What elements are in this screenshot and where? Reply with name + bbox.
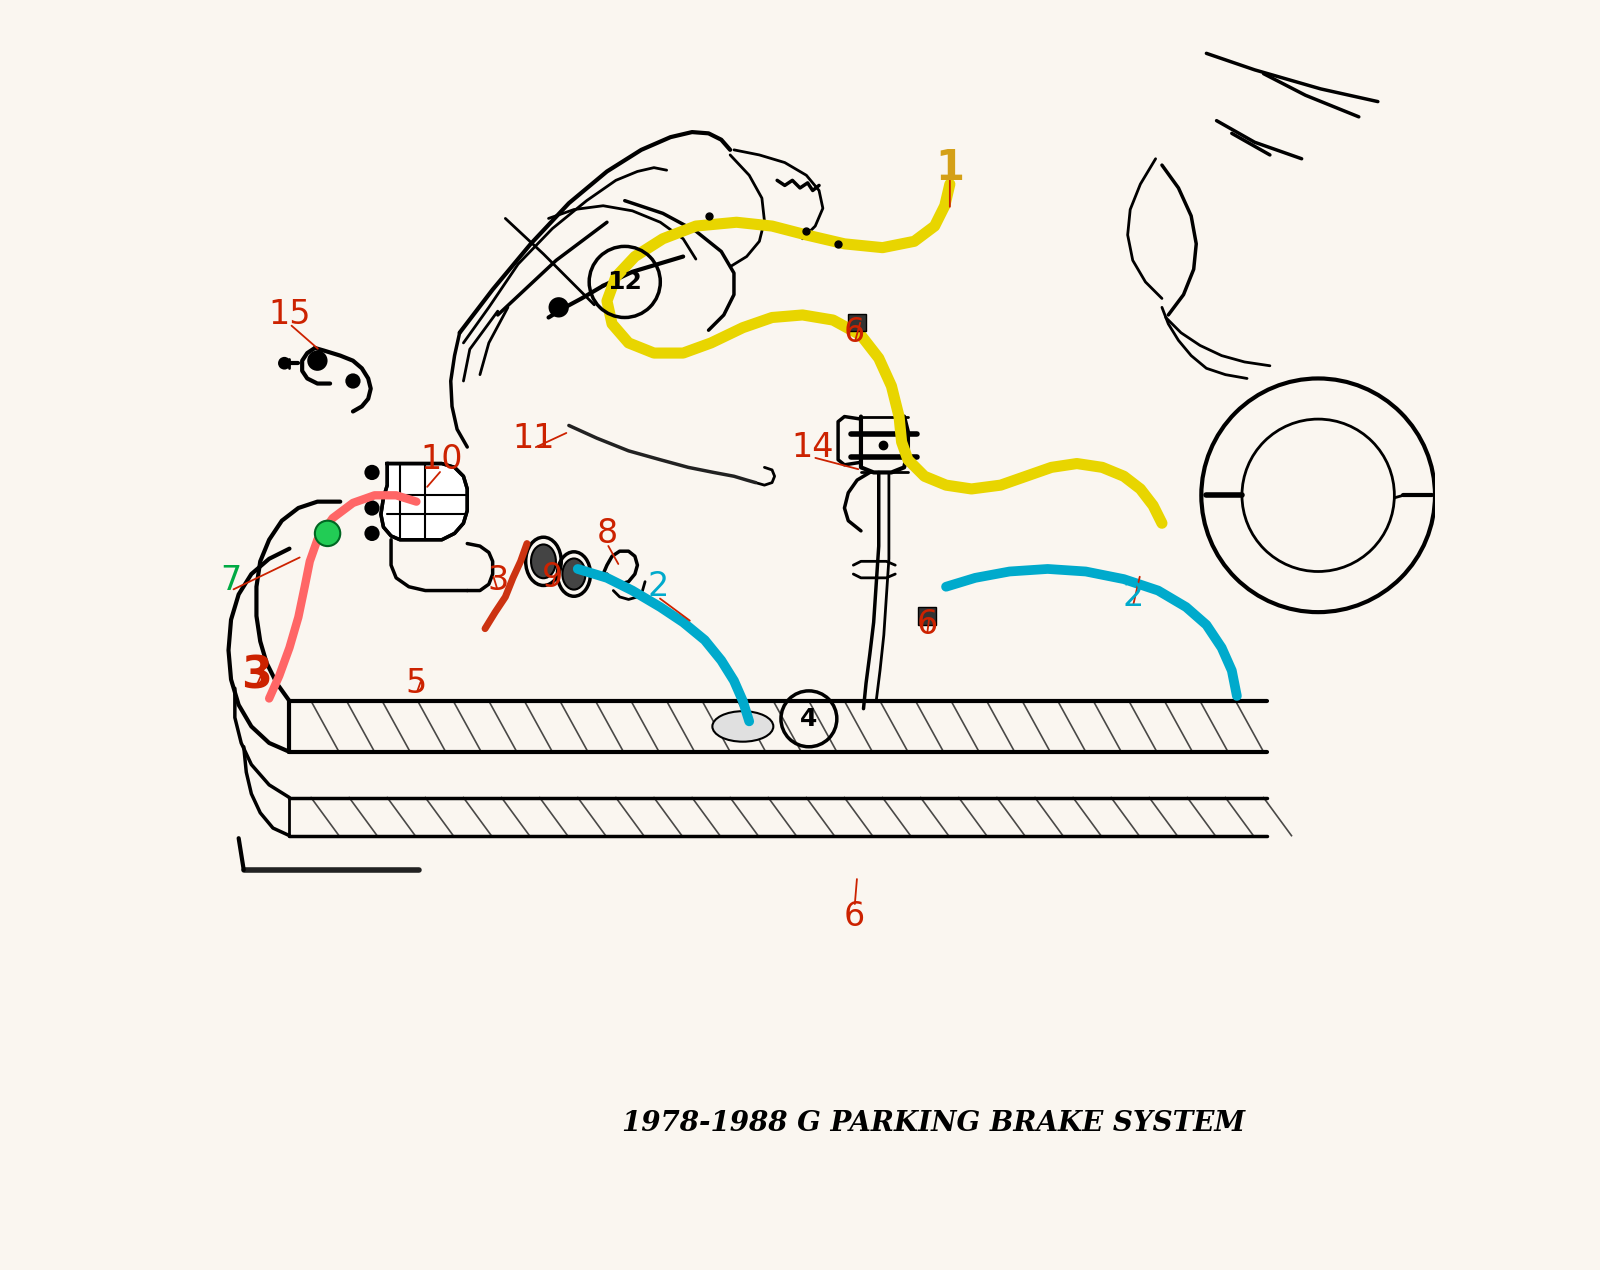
Text: 15: 15 <box>269 298 310 331</box>
Bar <box>848 314 866 331</box>
Ellipse shape <box>712 711 773 742</box>
Text: 3: 3 <box>486 564 509 597</box>
Circle shape <box>365 465 379 480</box>
Circle shape <box>346 373 360 389</box>
Text: 2: 2 <box>646 570 669 603</box>
Circle shape <box>278 357 291 370</box>
Ellipse shape <box>531 545 555 578</box>
Text: 4: 4 <box>800 707 818 730</box>
Ellipse shape <box>562 559 586 589</box>
Text: 3: 3 <box>242 654 272 697</box>
Circle shape <box>549 297 570 318</box>
Text: 12: 12 <box>608 271 642 293</box>
Text: 14: 14 <box>792 431 834 464</box>
Text: 9: 9 <box>542 561 563 594</box>
Text: 1978-1988 G PARKING BRAKE SYSTEM: 1978-1988 G PARKING BRAKE SYSTEM <box>622 1110 1245 1138</box>
Circle shape <box>307 351 328 371</box>
Text: 8: 8 <box>597 517 618 550</box>
Text: 7: 7 <box>221 564 242 597</box>
Text: 5: 5 <box>406 667 427 700</box>
Text: 1: 1 <box>936 146 965 189</box>
Text: 11: 11 <box>512 422 555 455</box>
Text: 6: 6 <box>843 900 866 933</box>
Text: 2: 2 <box>1122 580 1144 613</box>
Text: 6: 6 <box>843 316 866 349</box>
Circle shape <box>365 526 379 541</box>
Polygon shape <box>381 464 467 540</box>
Text: 10: 10 <box>421 443 462 476</box>
Text: 6: 6 <box>917 608 938 641</box>
Circle shape <box>365 500 379 516</box>
Circle shape <box>315 521 341 546</box>
Bar <box>918 607 936 625</box>
